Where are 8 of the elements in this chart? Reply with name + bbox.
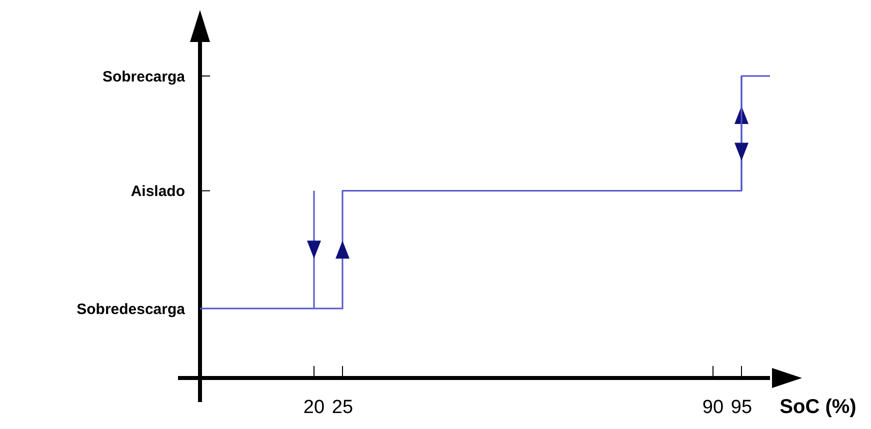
x-axis-title: SoC (%) <box>780 396 856 418</box>
category-label: Sobredescarga <box>76 300 185 318</box>
category-label: Sobrecarga <box>102 68 185 86</box>
x-tick-label: 25 <box>332 397 354 418</box>
x-tick-label: 95 <box>730 397 752 418</box>
x-tick-label: 20 <box>303 397 325 418</box>
x-tick-label: 90 <box>702 397 724 418</box>
category-label: Aislado <box>130 183 185 200</box>
